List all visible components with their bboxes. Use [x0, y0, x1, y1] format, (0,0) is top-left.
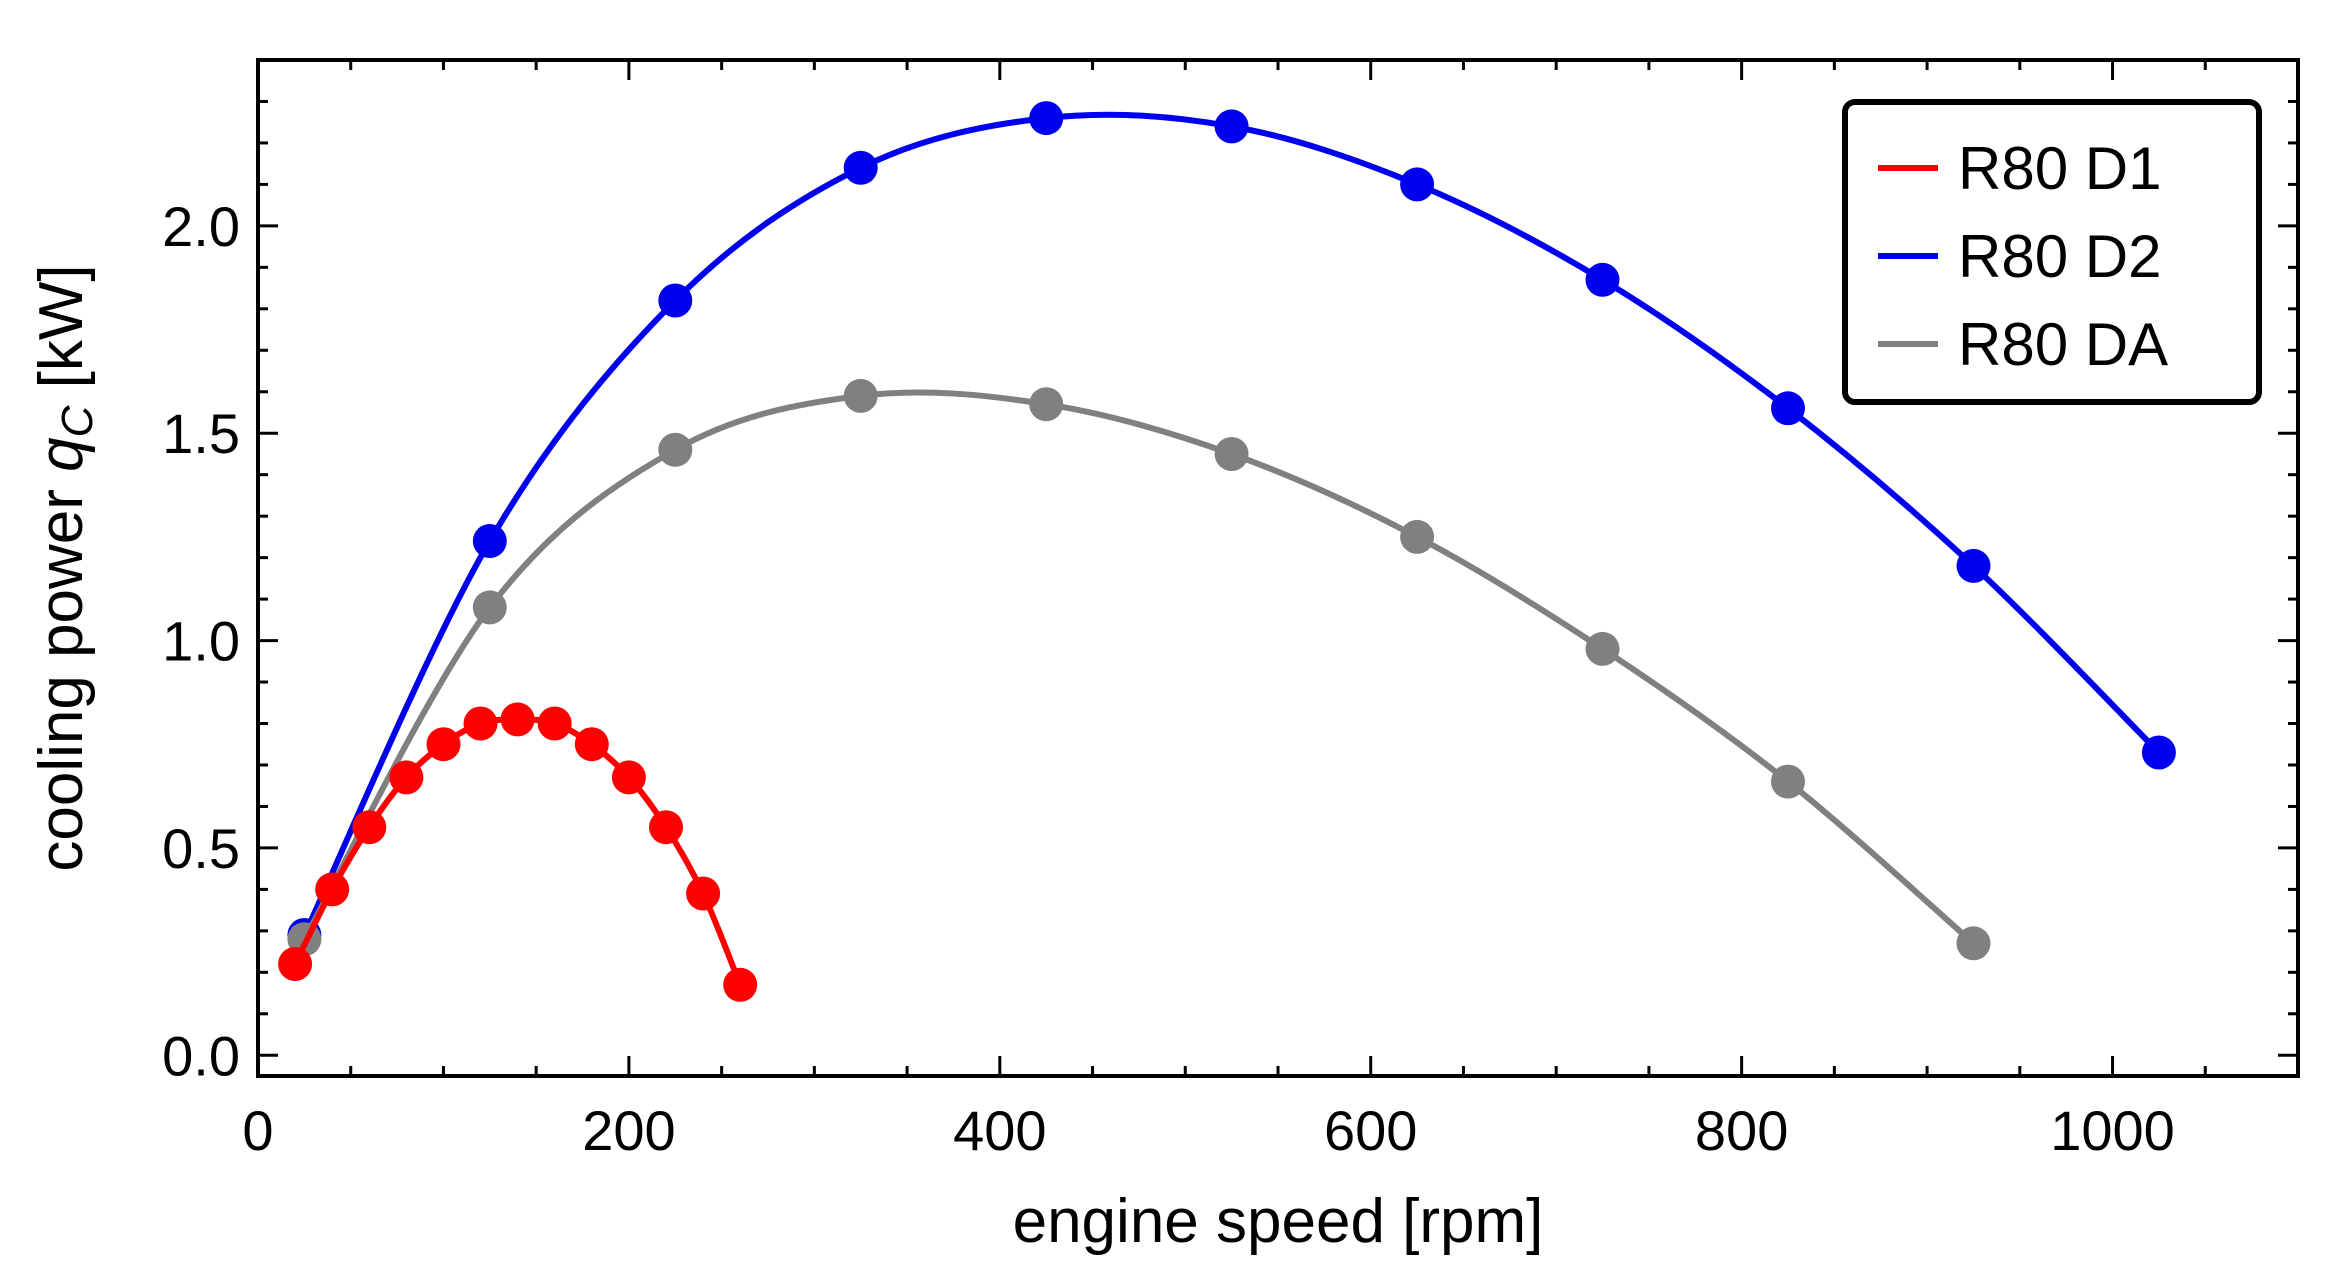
y-tick-label: 1.0	[162, 610, 240, 673]
legend: R80 D1 R80 D2 R80 DA	[1842, 99, 2262, 405]
data-point-r80-d2	[472, 524, 507, 558]
data-point-r80-d1	[649, 810, 683, 845]
label-layer: 0 200 400 600 800 1000 0.0 0.5 1.0 1.5 2.0	[162, 195, 2175, 1162]
data-point-r80-d1	[723, 967, 758, 1002]
y-axis-title-unit: [kW]	[27, 264, 96, 405]
y-axis-title-subscript: C	[53, 404, 102, 437]
legend-box	[1842, 99, 2262, 405]
y-axis-title-prefix: cooling power	[27, 472, 96, 872]
data-point-r80-da	[1956, 926, 1991, 961]
data-point-r80-da	[658, 432, 693, 467]
legend-label-r80-d1: R80 D1	[1958, 135, 2161, 202]
series-r80-d1	[278, 702, 758, 1002]
legend-label-r80-d2: R80 D2	[1958, 223, 2161, 290]
data-point-r80-d2	[1585, 262, 1620, 297]
x-tick-label: 200	[582, 1099, 675, 1162]
x-tick-label: 600	[1324, 1099, 1417, 1162]
x-tick-label: 1000	[2050, 1099, 2175, 1162]
series-line-r80-da	[301, 389, 1977, 947]
tick-layer	[256, 58, 2300, 1076]
y-axis-title: cooling power qC [kW]	[27, 264, 102, 871]
data-point-r80-d1	[537, 706, 572, 741]
data-point-r80-d1	[278, 947, 313, 981]
data-point-r80-da	[1214, 437, 1249, 471]
data-point-r80-d1	[352, 810, 387, 845]
data-point-r80-d2	[1029, 101, 1064, 136]
y-axis-title-variable: q	[27, 437, 96, 472]
x-axis-title: engine speed [rpm]	[1013, 1187, 1544, 1256]
data-point-r80-d1	[463, 706, 498, 741]
data-point-r80-da	[843, 378, 878, 413]
data-point-r80-da	[1585, 631, 1620, 666]
data-point-r80-d1	[500, 702, 535, 737]
data-point-r80-d1	[315, 872, 350, 907]
series-r80-da	[287, 378, 1991, 961]
data-point-r80-d1	[686, 876, 721, 911]
series-r80-d2	[287, 101, 2176, 952]
data-point-r80-d2	[843, 150, 878, 185]
x-tick-label: 400	[953, 1099, 1046, 1162]
y-tick-label: 2.0	[162, 195, 240, 258]
x-tick-label: 800	[1695, 1099, 1788, 1162]
data-point-r80-d2	[1400, 167, 1435, 202]
series-line-r80-d2	[301, 111, 2162, 938]
data-point-r80-d2	[658, 283, 693, 318]
y-tick-label: 0.0	[162, 1024, 240, 1087]
data-point-r80-da	[1400, 519, 1435, 554]
y-tick-label: 0.5	[162, 817, 240, 880]
data-point-r80-da	[1771, 764, 1805, 799]
data-point-r80-d1	[426, 727, 461, 762]
data-point-r80-d2	[1956, 548, 1991, 583]
legend-label-r80-da: R80 DA	[1958, 311, 2168, 378]
y-tick-label: 1.5	[162, 402, 240, 465]
data-point-r80-d1	[389, 760, 424, 795]
data-point-r80-d2	[1771, 391, 1805, 426]
x-tick-label: 0	[242, 1099, 273, 1162]
data-point-r80-da	[472, 590, 507, 625]
series-layer	[278, 101, 2176, 1002]
data-point-r80-d2	[1214, 109, 1249, 144]
data-point-r80-d2	[2141, 735, 2176, 770]
data-point-r80-d1	[574, 727, 609, 762]
data-point-r80-d1	[611, 760, 646, 795]
data-point-r80-da	[1029, 387, 1064, 422]
series-line-r80-d1	[292, 716, 744, 988]
